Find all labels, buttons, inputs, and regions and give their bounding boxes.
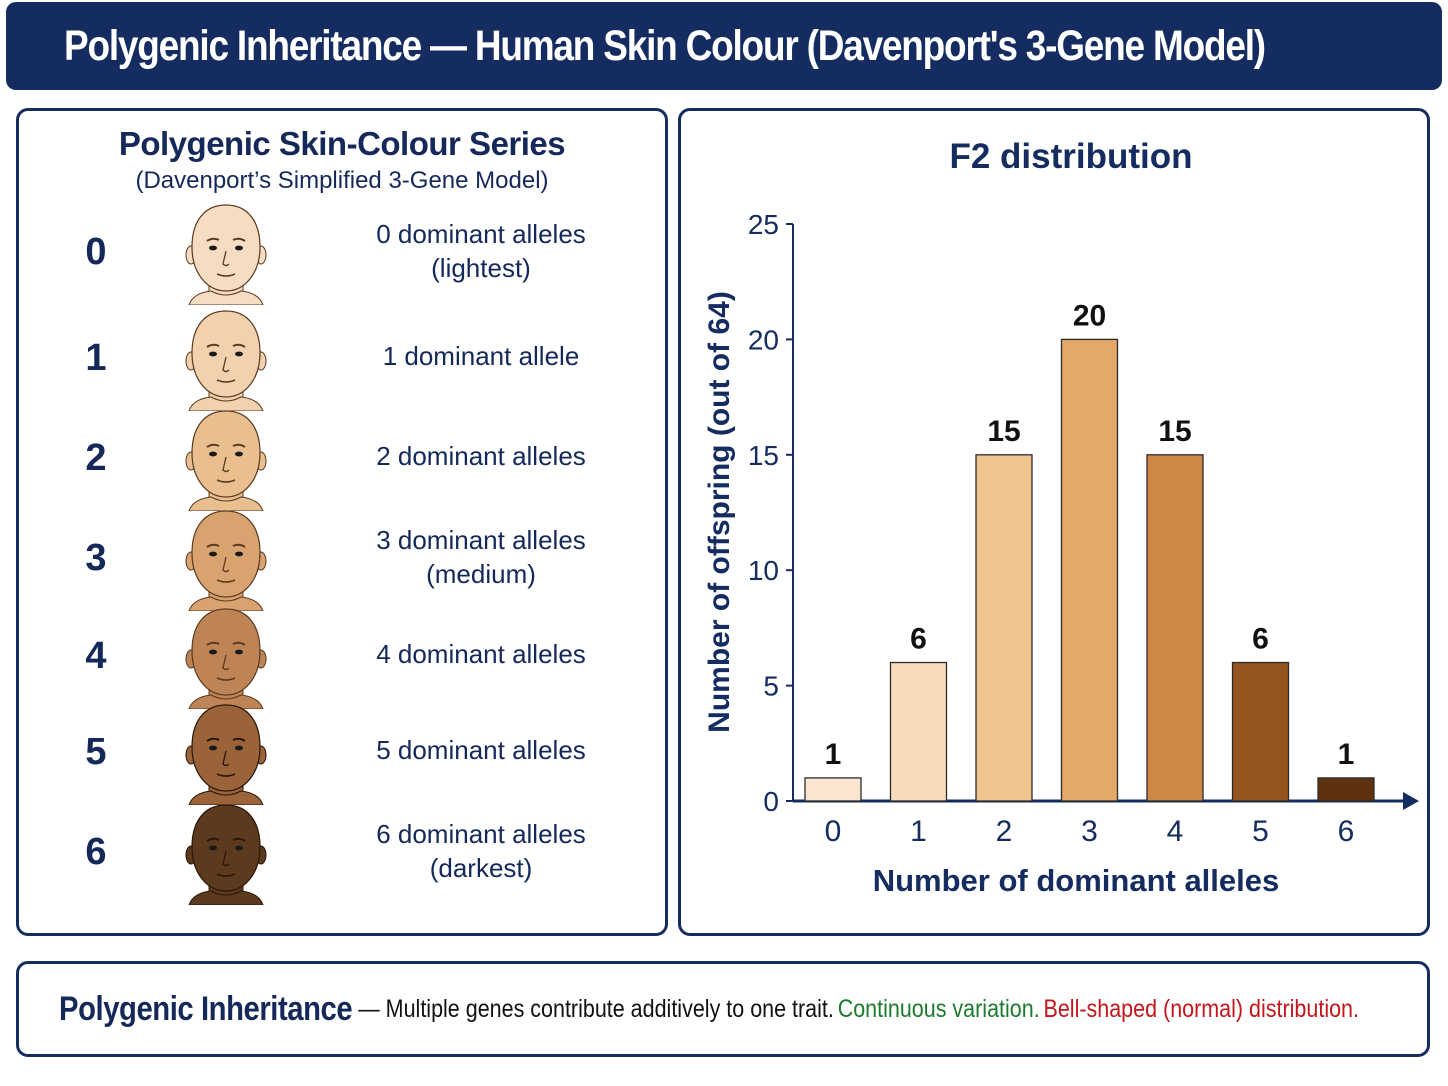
description-line: 1 dominant allele [382, 341, 580, 371]
allele-count-number: 1 [85, 337, 107, 379]
y-tick-label: 15 [748, 440, 779, 471]
description-qualifier: (lightest) [431, 253, 531, 283]
allele-count-number: 2 [85, 437, 107, 479]
summary-continuous-variation: Continuous variation. [837, 994, 1040, 1023]
description-qualifier: (medium) [426, 559, 536, 589]
series-row: 2 2 dominant alleles [19, 407, 665, 512]
x-tick-label: 3 [1081, 815, 1098, 848]
face-icon [181, 701, 271, 806]
series-row: 0 0 dominant alleles (lightest) [19, 201, 665, 306]
summary-body: Multiple genes contribute additively to … [385, 994, 834, 1023]
chart-title: F2 distribution [949, 137, 1192, 176]
series-title: Polygenic Skin-Colour Series [118, 125, 566, 162]
allele-description: 3 dominant alleles (medium) [341, 523, 621, 591]
allele-description: 2 dominant alleles [341, 439, 621, 473]
x-tick-label: 2 [996, 815, 1013, 848]
chart-bar [1146, 454, 1204, 802]
face-icon [181, 801, 271, 906]
description-line: 0 dominant alleles [376, 219, 586, 249]
bar-value-label: 6 [910, 623, 927, 656]
series-subtitle: (Davenport’s Simplified 3-Gene Model) [135, 167, 549, 194]
chart-bar [1231, 661, 1290, 802]
x-axis-arrow-icon [1403, 792, 1419, 810]
allele-count-number: 0 [85, 231, 107, 273]
chart-bar [1060, 338, 1119, 802]
allele-count-number: 4 [85, 635, 107, 677]
chart-bar [889, 661, 948, 802]
series-row: 1 1 dominant allele [19, 307, 665, 412]
x-tick-label: 5 [1252, 815, 1269, 848]
bar-value-label: 1 [1338, 738, 1355, 771]
face-icon [181, 507, 271, 612]
x-tick-label: 1 [910, 815, 927, 848]
y-axis-label: Number of offspring (out of 64) [703, 291, 736, 733]
face-icon [181, 307, 271, 412]
description-line: 6 dominant alleles [376, 819, 586, 849]
bar-value-label: 15 [1158, 415, 1191, 448]
face-icon [181, 605, 271, 710]
description-line: 4 dominant alleles [376, 639, 586, 669]
description-qualifier: (darkest) [429, 853, 533, 883]
allele-description: 4 dominant alleles [341, 637, 621, 671]
face-icon [181, 407, 271, 512]
allele-count-number: 6 [85, 831, 107, 873]
allele-description: 6 dominant alleles (darkest) [341, 817, 621, 885]
x-tick-label: 4 [1167, 815, 1184, 848]
summary-heading: Polygenic Inheritance [59, 989, 353, 1028]
f2-chart-panel: F2 distribution 0 5 10 15 20 25 Number of offsp… [678, 108, 1430, 936]
series-row: 3 3 dominant alleles (medium) [19, 507, 665, 612]
bar-value-label: 20 [1073, 299, 1106, 332]
face-icon [181, 201, 271, 306]
allele-description: 0 dominant alleles (lightest) [341, 217, 621, 285]
x-axis-label: Number of dominant alleles [873, 863, 1280, 898]
bar-value-label: 6 [1252, 623, 1269, 656]
description-line: 5 dominant alleles [376, 735, 586, 765]
x-tick-label: 6 [1338, 815, 1355, 848]
allele-description: 1 dominant allele [341, 339, 621, 373]
description-line: 2 dominant alleles [376, 441, 586, 471]
series-row: 5 5 dominant alleles [19, 701, 665, 806]
bar-value-label: 1 [825, 738, 842, 771]
x-tick-label: 0 [825, 815, 842, 848]
chart-bar [804, 777, 862, 802]
series-row: 6 6 dominant alleles (darkest) [19, 801, 665, 906]
summary-text: Polygenic Inheritance — Multiple genes c… [59, 964, 1359, 1054]
series-row: 4 4 dominant alleles [19, 605, 665, 710]
y-tick-label: 10 [748, 555, 779, 586]
bar-value-label: 15 [987, 415, 1020, 448]
y-tick-label: 20 [748, 324, 779, 355]
header-banner: Polygenic Inheritance — Human Skin Colou… [6, 2, 1442, 90]
y-tick-label: 25 [748, 209, 779, 240]
allele-count-number: 3 [85, 537, 107, 579]
page-title: Polygenic Inheritance — Human Skin Colou… [64, 21, 1266, 70]
summary-dash: — [352, 994, 386, 1023]
description-line: 3 dominant alleles [376, 525, 586, 555]
chart-bar [1317, 777, 1375, 802]
allele-count-number: 5 [85, 731, 107, 773]
skin-colour-series-panel: Polygenic Skin-Colour Series (Davenport’… [16, 108, 668, 936]
y-tick-label: 5 [763, 671, 779, 702]
summary-footer: Polygenic Inheritance — Multiple genes c… [16, 961, 1430, 1057]
chart-bar [975, 454, 1033, 802]
allele-description: 5 dominant alleles [341, 733, 621, 767]
summary-normal-distribution: Bell-shaped (normal) distribution. [1043, 994, 1359, 1023]
y-tick-label: 0 [763, 786, 779, 817]
